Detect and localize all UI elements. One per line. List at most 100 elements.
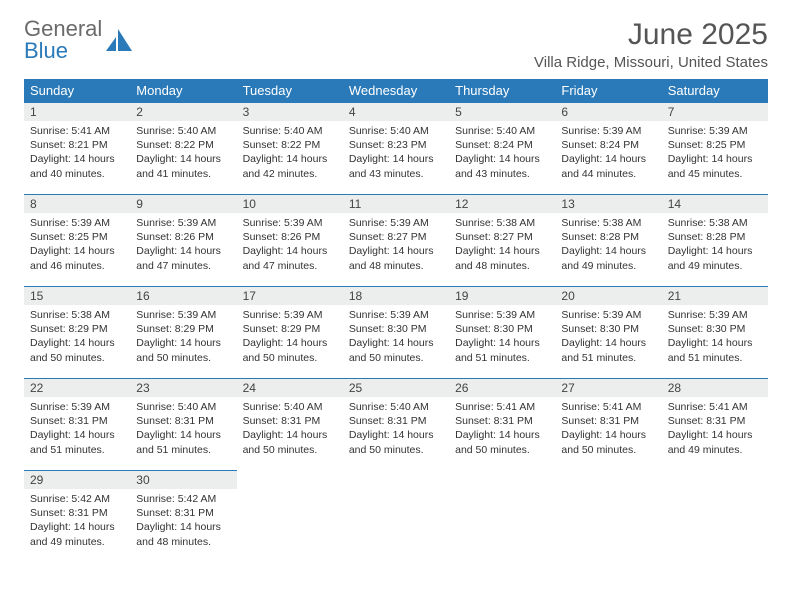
day-number: 8 bbox=[24, 194, 130, 213]
day-number: 30 bbox=[130, 470, 236, 489]
daylight-text: and 49 minutes. bbox=[668, 259, 762, 273]
day-cell: 6Sunrise: 5:39 AMSunset: 8:24 PMDaylight… bbox=[555, 102, 661, 194]
daylight-text: and 50 minutes. bbox=[349, 443, 443, 457]
daylight-text: and 50 minutes. bbox=[455, 443, 549, 457]
daylight-text: Daylight: 14 hours bbox=[30, 152, 124, 166]
location: Villa Ridge, Missouri, United States bbox=[534, 54, 768, 71]
sunset-text: Sunset: 8:31 PM bbox=[455, 414, 549, 428]
day-cell: 4Sunrise: 5:40 AMSunset: 8:23 PMDaylight… bbox=[343, 102, 449, 194]
day-content: Sunrise: 5:40 AMSunset: 8:31 PMDaylight:… bbox=[237, 397, 343, 463]
day-content: Sunrise: 5:38 AMSunset: 8:28 PMDaylight:… bbox=[555, 213, 661, 279]
calendar-row: 22Sunrise: 5:39 AMSunset: 8:31 PMDayligh… bbox=[24, 378, 768, 470]
daylight-text: Daylight: 14 hours bbox=[561, 336, 655, 350]
day-number: 29 bbox=[24, 470, 130, 489]
day-number: 19 bbox=[449, 286, 555, 305]
daylight-text: Daylight: 14 hours bbox=[30, 336, 124, 350]
daylight-text: Daylight: 14 hours bbox=[136, 336, 230, 350]
day-number: 14 bbox=[662, 194, 768, 213]
day-cell: 30Sunrise: 5:42 AMSunset: 8:31 PMDayligh… bbox=[130, 470, 236, 562]
sunset-text: Sunset: 8:31 PM bbox=[136, 506, 230, 520]
day-number: 18 bbox=[343, 286, 449, 305]
sunrise-text: Sunrise: 5:39 AM bbox=[668, 124, 762, 138]
day-cell bbox=[449, 470, 555, 562]
sunset-text: Sunset: 8:30 PM bbox=[561, 322, 655, 336]
daylight-text: and 44 minutes. bbox=[561, 167, 655, 181]
day-cell: 29Sunrise: 5:42 AMSunset: 8:31 PMDayligh… bbox=[24, 470, 130, 562]
day-content: Sunrise: 5:41 AMSunset: 8:31 PMDaylight:… bbox=[555, 397, 661, 463]
day-number: 16 bbox=[130, 286, 236, 305]
daylight-text: and 50 minutes. bbox=[136, 351, 230, 365]
day-content: Sunrise: 5:40 AMSunset: 8:31 PMDaylight:… bbox=[130, 397, 236, 463]
sunset-text: Sunset: 8:27 PM bbox=[349, 230, 443, 244]
day-cell: 22Sunrise: 5:39 AMSunset: 8:31 PMDayligh… bbox=[24, 378, 130, 470]
day-cell: 26Sunrise: 5:41 AMSunset: 8:31 PMDayligh… bbox=[449, 378, 555, 470]
daylight-text: Daylight: 14 hours bbox=[30, 244, 124, 258]
day-number: 26 bbox=[449, 378, 555, 397]
day-content: Sunrise: 5:40 AMSunset: 8:31 PMDaylight:… bbox=[343, 397, 449, 463]
day-content: Sunrise: 5:39 AMSunset: 8:24 PMDaylight:… bbox=[555, 121, 661, 187]
daylight-text: and 41 minutes. bbox=[136, 167, 230, 181]
daylight-text: Daylight: 14 hours bbox=[455, 244, 549, 258]
daylight-text: and 51 minutes. bbox=[561, 351, 655, 365]
day-cell: 7Sunrise: 5:39 AMSunset: 8:25 PMDaylight… bbox=[662, 102, 768, 194]
day-cell: 5Sunrise: 5:40 AMSunset: 8:24 PMDaylight… bbox=[449, 102, 555, 194]
sunset-text: Sunset: 8:31 PM bbox=[561, 414, 655, 428]
daylight-text: Daylight: 14 hours bbox=[243, 428, 337, 442]
sunrise-text: Sunrise: 5:38 AM bbox=[455, 216, 549, 230]
daylight-text: and 50 minutes. bbox=[30, 351, 124, 365]
sunrise-text: Sunrise: 5:40 AM bbox=[243, 400, 337, 414]
weekday-header: Monday bbox=[130, 79, 236, 102]
daylight-text: and 42 minutes. bbox=[243, 167, 337, 181]
day-cell: 21Sunrise: 5:39 AMSunset: 8:30 PMDayligh… bbox=[662, 286, 768, 378]
calendar-body: 1Sunrise: 5:41 AMSunset: 8:21 PMDaylight… bbox=[24, 102, 768, 562]
weekday-header: Tuesday bbox=[237, 79, 343, 102]
day-content: Sunrise: 5:41 AMSunset: 8:21 PMDaylight:… bbox=[24, 121, 130, 187]
sunrise-text: Sunrise: 5:42 AM bbox=[136, 492, 230, 506]
daylight-text: Daylight: 14 hours bbox=[243, 244, 337, 258]
daylight-text: Daylight: 14 hours bbox=[455, 428, 549, 442]
sunset-text: Sunset: 8:30 PM bbox=[455, 322, 549, 336]
sunrise-text: Sunrise: 5:40 AM bbox=[349, 124, 443, 138]
day-number: 4 bbox=[343, 102, 449, 121]
sunrise-text: Sunrise: 5:39 AM bbox=[136, 308, 230, 322]
daylight-text: and 48 minutes. bbox=[136, 535, 230, 549]
day-cell: 11 Sunrise: 5:39 AMSunset: 8:27 PMDayligh… bbox=[343, 194, 449, 286]
daylight-text: Daylight: 14 hours bbox=[668, 244, 762, 258]
day-cell: 10Sunrise: 5:39 AMSunset: 8:26 PMDayligh… bbox=[237, 194, 343, 286]
daylight-text: Daylight: 14 hours bbox=[455, 336, 549, 350]
logo-word2: Blue bbox=[24, 38, 68, 63]
sunset-text: Sunset: 8:25 PM bbox=[30, 230, 124, 244]
daylight-text: and 47 minutes. bbox=[243, 259, 337, 273]
sunrise-text: Sunrise: 5:41 AM bbox=[668, 400, 762, 414]
day-content: Sunrise: 5:38 AMSunset: 8:27 PMDaylight:… bbox=[449, 213, 555, 279]
calendar-row: 15Sunrise: 5:38 AMSunset: 8:29 PMDayligh… bbox=[24, 286, 768, 378]
sunset-text: Sunset: 8:29 PM bbox=[136, 322, 230, 336]
daylight-text: Daylight: 14 hours bbox=[136, 152, 230, 166]
daylight-text: Daylight: 14 hours bbox=[561, 244, 655, 258]
day-cell: 1Sunrise: 5:41 AMSunset: 8:21 PMDaylight… bbox=[24, 102, 130, 194]
logo-sail-icon bbox=[106, 29, 134, 51]
header: General Blue June 2025 Villa Ridge, Miss… bbox=[24, 18, 768, 71]
daylight-text: Daylight: 14 hours bbox=[349, 244, 443, 258]
day-number: 9 bbox=[130, 194, 236, 213]
day-content: Sunrise: 5:38 AMSunset: 8:29 PMDaylight:… bbox=[24, 305, 130, 371]
day-number: 2 bbox=[130, 102, 236, 121]
daylight-text: and 49 minutes. bbox=[668, 443, 762, 457]
day-number: 11 bbox=[343, 194, 449, 213]
daylight-text: Daylight: 14 hours bbox=[30, 428, 124, 442]
daylight-text: and 50 minutes. bbox=[243, 351, 337, 365]
weekday-header-row: Sunday Monday Tuesday Wednesday Thursday… bbox=[24, 79, 768, 102]
daylight-text: and 51 minutes. bbox=[30, 443, 124, 457]
day-cell: 23Sunrise: 5:40 AMSunset: 8:31 PMDayligh… bbox=[130, 378, 236, 470]
sunrise-text: Sunrise: 5:39 AM bbox=[30, 216, 124, 230]
daylight-text: Daylight: 14 hours bbox=[561, 152, 655, 166]
day-cell: 28Sunrise: 5:41 AMSunset: 8:31 PMDayligh… bbox=[662, 378, 768, 470]
sunset-text: Sunset: 8:28 PM bbox=[561, 230, 655, 244]
sunset-text: Sunset: 8:31 PM bbox=[30, 414, 124, 428]
sunrise-text: Sunrise: 5:39 AM bbox=[349, 216, 443, 230]
daylight-text: Daylight: 14 hours bbox=[668, 428, 762, 442]
day-number: 1 bbox=[24, 102, 130, 121]
daylight-text: and 50 minutes. bbox=[243, 443, 337, 457]
sunset-text: Sunset: 8:21 PM bbox=[30, 138, 124, 152]
daylight-text: and 49 minutes. bbox=[30, 535, 124, 549]
